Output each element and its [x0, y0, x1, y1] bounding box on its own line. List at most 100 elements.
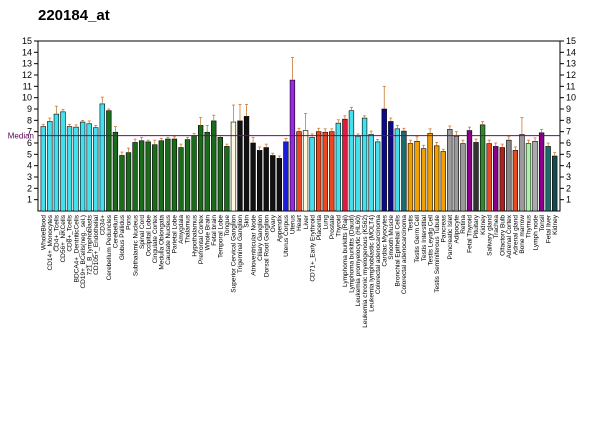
category-label: Thalamus — [185, 214, 192, 243]
category-label: Lymph node — [532, 215, 539, 251]
y-tick-label-left: 3 — [27, 172, 32, 182]
category-label: Superior Cervical Ganglion — [231, 215, 238, 293]
bar — [99, 103, 105, 212]
category-label: Testis Interstitial — [421, 214, 428, 261]
y-tick-label-right: 11 — [566, 81, 575, 91]
category-label: Thymus — [526, 214, 533, 238]
bar — [519, 134, 525, 212]
category-label: CD19+_BCells(neg._sel.) — [80, 215, 87, 289]
bar — [552, 155, 558, 212]
category-label: Adipocyte — [454, 215, 461, 244]
y-tick-label-left: 12 — [22, 70, 32, 80]
category-label: Placenta — [316, 215, 323, 241]
bar — [40, 126, 46, 212]
bar — [53, 113, 60, 212]
bar — [440, 151, 446, 212]
median-label: Median — [8, 132, 34, 141]
bar — [119, 155, 125, 212]
category-label: Whole Brain — [204, 215, 211, 251]
bar — [178, 147, 184, 212]
category-label: Lymphoma burkitts (Daudi) — [349, 215, 356, 293]
category-label: Pancreatic Islet — [447, 215, 454, 260]
category-label: Subthalamic Nucleus — [132, 214, 139, 276]
category-label: Salivary gland — [486, 215, 493, 256]
category-label: 721_B_lymphoblasts — [86, 214, 93, 275]
category-label: Trachea — [493, 215, 500, 239]
y-tick-label-left: 1 — [27, 195, 32, 205]
y-tick-label-left: 9 — [27, 104, 32, 114]
y-tick-label-right: 8 — [566, 115, 571, 125]
category-label: Parietal Lobe — [172, 215, 179, 254]
category-label: Appendix — [277, 214, 284, 242]
category-label: Testis Leydig Cell — [427, 214, 434, 265]
bar — [355, 135, 361, 212]
bar — [243, 116, 250, 212]
category-label: Colorectal adenocarcinoma — [401, 215, 408, 295]
category-label: Leukemia promyelocytic (HL60) — [355, 215, 362, 306]
category-label: Medulla Oblongata — [159, 215, 166, 270]
y-tick-label-left: 6 — [27, 138, 32, 148]
y-tick-label-left: 8 — [27, 115, 32, 125]
bar — [506, 139, 512, 212]
category-label: Atrioventricular Node — [250, 215, 257, 276]
y-tick-label-right: 14 — [566, 47, 576, 57]
bar — [256, 150, 263, 212]
bar — [224, 146, 230, 212]
bar — [407, 143, 414, 212]
bar — [289, 79, 296, 212]
category-label: Testis Germ Cell — [414, 214, 421, 262]
bar — [302, 130, 309, 212]
bar — [152, 144, 158, 212]
bar — [263, 147, 269, 212]
bar — [86, 123, 92, 212]
bar — [125, 152, 132, 212]
category-label: BDCA4+_DentriticCells — [73, 214, 80, 282]
bar — [66, 126, 73, 212]
category-label: Lymphoma burkitts (Raji) — [342, 215, 349, 287]
category-label: Fetal liver — [545, 214, 552, 243]
category-label: Trigeminal Ganglion — [237, 215, 244, 273]
y-tick-label-right: 5 — [566, 149, 571, 159]
bar — [270, 155, 276, 212]
category-label: Hypothalamus — [191, 214, 198, 256]
y-tick-label-right: 4 — [566, 161, 571, 171]
category-label: Pituitary — [473, 214, 480, 238]
bar — [204, 131, 210, 212]
category-label: Spinal Cord — [139, 215, 146, 249]
category-label: Retina — [460, 215, 467, 234]
y-tick-label-right: 6 — [566, 138, 571, 148]
bar — [237, 120, 243, 212]
category-label: Globus Pallidus — [119, 214, 126, 260]
y-tick-label-left: 4 — [27, 161, 32, 171]
category-label: Kidney — [552, 214, 559, 235]
category-label: Bronchial Epithelial Cells — [395, 214, 402, 286]
bar — [499, 147, 505, 212]
bar — [394, 128, 401, 212]
category-label: Testis — [408, 214, 415, 231]
category-label: Prostate — [329, 215, 336, 240]
bar — [401, 130, 407, 212]
bar — [335, 122, 342, 212]
bar — [171, 138, 178, 212]
bar — [493, 146, 499, 212]
bar — [165, 138, 171, 212]
y-tick-label-left: 2 — [27, 183, 32, 193]
bar — [73, 126, 79, 212]
bar — [512, 150, 519, 212]
y-tick-label-left: 5 — [27, 149, 32, 159]
category-label: Ciliary Ganglion — [257, 215, 264, 261]
category-label: Temporal Lobe — [218, 215, 225, 258]
category-label: CD4+_Tcells — [54, 214, 61, 251]
bar — [276, 158, 282, 212]
category-label: Skin — [244, 215, 251, 228]
y-tick-label-right: 7 — [566, 127, 571, 137]
category-label: Cerebellum Peduncles — [106, 214, 113, 280]
bar — [145, 141, 151, 212]
category-label: Amygdala — [178, 215, 185, 244]
category-label: Occipital Lobe — [145, 215, 152, 257]
bar — [460, 143, 466, 212]
bar — [197, 125, 204, 212]
category-label: WholeBlood — [40, 215, 47, 250]
bar — [309, 137, 315, 212]
category-label: Bone marrow — [519, 215, 526, 254]
